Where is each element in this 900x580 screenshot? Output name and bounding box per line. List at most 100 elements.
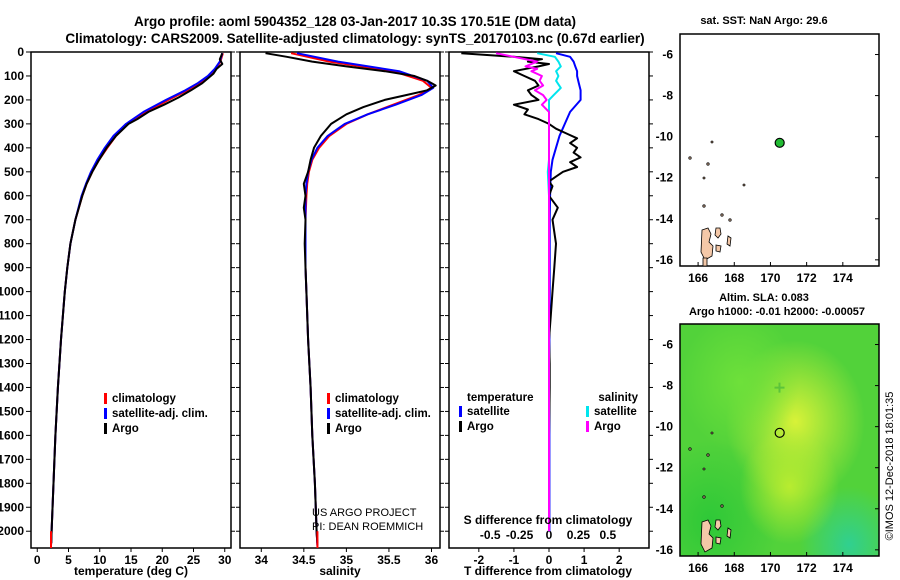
map-y-tick-label: -6 (662, 48, 673, 62)
depth-tick-label: 1200 (0, 333, 24, 347)
depth-tick-label: 2000 (0, 524, 24, 538)
depth-tick-label: 800 (4, 237, 24, 251)
temperature-plot-frame (30, 51, 232, 549)
island-shape (688, 156, 692, 160)
legend-swatch-argo (327, 423, 330, 434)
island-shape (715, 244, 722, 253)
island-shape (702, 467, 706, 471)
series-line-salinity-argo (495, 52, 550, 532)
depth-axis: 0 100 200 300 400 500 600 700 800 900 1000 1100 1200… (0, 45, 653, 538)
sla-heatmap (680, 324, 879, 556)
depth-tick-label: 0 (17, 45, 24, 59)
map-y-tick-label: -16 (656, 543, 674, 557)
map-x-tick-label: 170 (760, 271, 780, 285)
temperature-legend: climatology satellite-adj. clim. Argo (104, 393, 208, 435)
heatmap-patch (680, 324, 879, 556)
depth-tick-label: 1900 (0, 500, 24, 514)
sst-coastlines (688, 140, 746, 267)
sla-cross-marker (774, 382, 785, 393)
island-shape (706, 162, 710, 166)
map-y-tick-label: -6 (662, 338, 673, 352)
island-shape (710, 431, 714, 435)
legend-label-satellite-adj: satellite-adj. clim. (335, 408, 431, 420)
legend-label-climatology: climatology (112, 393, 177, 405)
sst-title: sat. SST: NaN Argo: 29.6 (700, 15, 827, 27)
legend-label-t-argo: Argo (467, 421, 494, 433)
island-shape (702, 495, 706, 499)
island-shape (702, 204, 706, 208)
depth-tick-label: 400 (4, 141, 24, 155)
island-shape (702, 257, 708, 267)
depth-tick-label: 1400 (0, 380, 24, 394)
map-y-tick-label: -10 (656, 420, 674, 434)
temperature-panel: 0100200300400500600700800900100011001200… (0, 45, 653, 578)
depth-tick-label: 1000 (0, 285, 24, 299)
x-tick-label: 0 (34, 553, 41, 567)
map-y-tick-label: -14 (656, 502, 674, 516)
x-tick-label: 30 (218, 553, 232, 567)
map-y-tick-label: -16 (656, 253, 674, 267)
map-x-tick-label: 168 (724, 561, 744, 575)
sla-map-axes: 166 168 170 172 174 -6 -8 -10 -12 -14 -16 (656, 338, 879, 575)
salinity-legend: climatology satellite-adj. clim. Argo (327, 393, 431, 435)
depth-tick-label: 1800 (0, 476, 24, 490)
island-shape (742, 183, 746, 187)
series-line-satellite-adj-clim- (296, 52, 435, 546)
x-tick-label: 0 (546, 553, 553, 567)
map-y-tick-label: -14 (656, 212, 674, 226)
sst-map-axes: 166 168 170 172 174 -6 -8 -10 -12 -14 -16 (656, 48, 879, 285)
legend-label-climatology: climatology (335, 393, 400, 405)
x-tick-label: 10 (93, 553, 107, 567)
sla-coastlines (688, 431, 732, 553)
salinity-panel: 34 34.5 35 35.5 36 salinity climatology sate… (239, 51, 441, 578)
depth-tick-label: 1700 (0, 452, 24, 466)
x-tick-label: 34.5 (292, 553, 316, 567)
legend-header-temperature: temperature (467, 392, 533, 404)
map-y-tick-label: -8 (662, 379, 673, 393)
island-shape (700, 227, 714, 261)
depth-tick-label: 1600 (0, 428, 24, 442)
s-difference-tick-label: 0 (546, 528, 553, 542)
legend-swatch-t-argo (459, 421, 462, 432)
t-difference-label: T difference from climatology (464, 564, 632, 578)
sst-map-points (774, 137, 785, 148)
difference-legend: temperature satellite Argo salinity sate… (459, 392, 639, 433)
s-difference-tick-label: -0.5 (480, 528, 501, 542)
legend-swatch-t-satellite (459, 406, 462, 417)
x-tick-label: 1 (581, 553, 588, 567)
legend-label-argo: Argo (112, 423, 139, 435)
map-x-tick-label: 172 (797, 561, 817, 575)
island-shape (715, 536, 722, 545)
legend-header-salinity: salinity (598, 392, 638, 404)
island-shape (728, 218, 732, 222)
legend-label-satellite-adj: satellite-adj. clim. (112, 408, 208, 420)
island-shape (720, 504, 724, 508)
temperature-series (50, 52, 224, 548)
map-x-tick-label: 166 (688, 561, 708, 575)
argo-float-marker (774, 137, 785, 148)
argo-float-marker (774, 427, 785, 438)
island-shape (720, 213, 724, 217)
s-difference-axis: -0.5 -0.25 0 0.25 0.5 (480, 528, 617, 542)
x-tick-label: 2 (616, 553, 623, 567)
depth-tick-label: 200 (4, 93, 24, 107)
s-difference-tick-label: 0.25 (567, 528, 591, 542)
legend-label-t-satellite: satellite (467, 406, 510, 418)
s-difference-tick-label: 0.5 (599, 528, 616, 542)
sla-heights: Argo h1000: -0.01 h2000: -0.00057 (689, 306, 865, 318)
legend-swatch-s-satellite (586, 406, 589, 417)
salinity-x-label: salinity (319, 564, 361, 578)
x-tick-label: 5 (65, 553, 72, 567)
x-tick-label: 36 (425, 553, 439, 567)
series-line-temperature-argo (461, 52, 582, 532)
depth-tick-label: 1100 (0, 309, 24, 323)
x-tick-label: 34 (255, 553, 269, 567)
series-line-climatology (290, 52, 433, 546)
depth-tick-label: 900 (4, 261, 24, 275)
series-line-satellite-adj-clim- (50, 52, 224, 546)
figure-title-line1: Argo profile: aoml 5904352_128 03-Jan-20… (134, 14, 576, 29)
x-tick-label: 35 (340, 553, 354, 567)
difference-series (461, 52, 582, 532)
island-shape (726, 527, 732, 539)
legend-swatch-climatology (104, 393, 107, 404)
